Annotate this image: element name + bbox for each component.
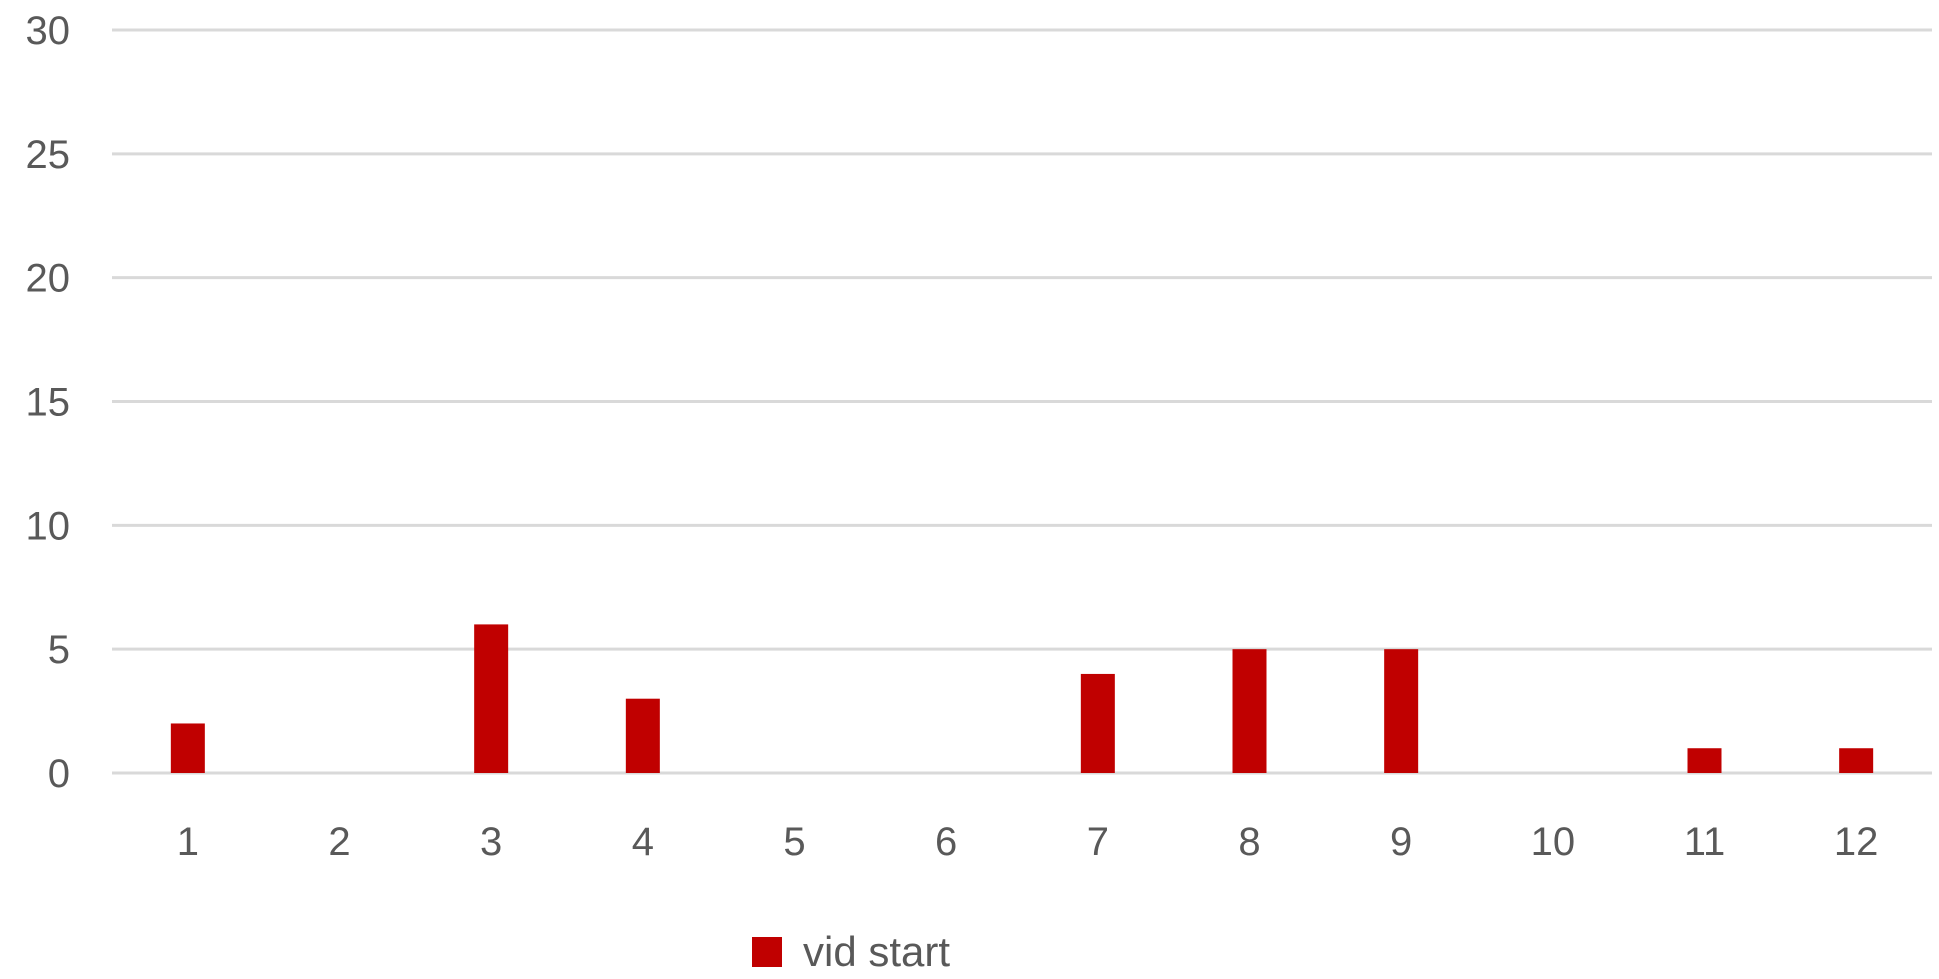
x-tick-label: 9 xyxy=(1390,820,1412,864)
y-tick-label: 0 xyxy=(48,752,70,796)
y-tick-label: 5 xyxy=(48,628,70,672)
x-tick-label: 12 xyxy=(1834,820,1879,864)
x-tick-label: 10 xyxy=(1531,820,1576,864)
gridlines xyxy=(112,28,1932,775)
x-tick-label: 7 xyxy=(1087,820,1109,864)
x-tick-label: 11 xyxy=(1684,820,1726,864)
bar-7 xyxy=(1080,673,1115,773)
y-tick-label: 25 xyxy=(26,133,71,177)
y-axis-ticks: 0 5 10 15 20 25 30 xyxy=(26,9,71,796)
y-tick-label: 20 xyxy=(26,257,71,301)
x-tick-label: 4 xyxy=(632,820,654,864)
legend-swatch xyxy=(752,937,782,967)
x-tick-label: 6 xyxy=(935,820,957,864)
x-tick-label: 5 xyxy=(783,820,805,864)
x-tick-label: 2 xyxy=(328,820,350,864)
x-tick-label: 8 xyxy=(1238,820,1260,864)
y-tick-label: 30 xyxy=(26,9,71,53)
legend: vid start xyxy=(752,928,950,975)
bars xyxy=(170,624,1874,773)
legend-label: vid start xyxy=(803,928,950,974)
bar-3 xyxy=(474,624,509,773)
bar-8 xyxy=(1232,649,1267,773)
x-tick-label: 1 xyxy=(177,820,199,864)
bar-11 xyxy=(1687,748,1722,773)
y-tick-label: 15 xyxy=(26,381,71,425)
bar-9 xyxy=(1384,649,1419,773)
bar-1 xyxy=(170,723,205,773)
y-tick-label: 10 xyxy=(26,504,71,548)
bar-12 xyxy=(1839,748,1874,773)
bar-4 xyxy=(625,698,660,773)
x-tick-label: 3 xyxy=(480,820,502,864)
x-axis-ticks: 1 2 3 4 5 6 7 8 9 10 11 12 xyxy=(177,820,1879,864)
